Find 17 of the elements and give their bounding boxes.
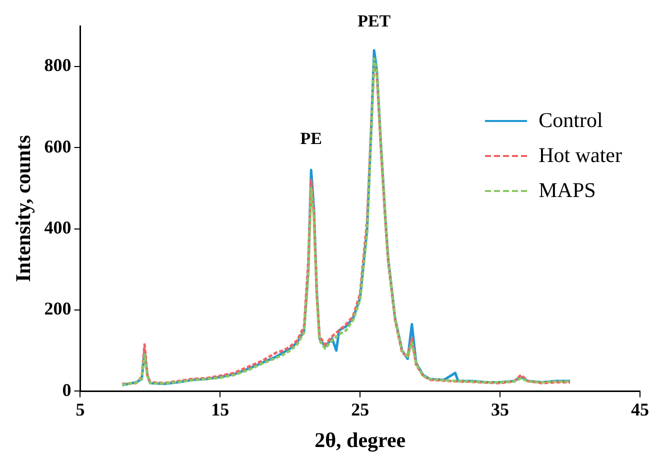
x-tick-label: 45 (631, 400, 649, 420)
legend-label: Hot water (538, 143, 622, 168)
annotation: PET (358, 11, 392, 30)
y-tick-label: 800 (44, 55, 72, 76)
legend-label: MAPS (538, 178, 596, 203)
x-tick-label: 25 (351, 400, 370, 420)
x-tick-label: 35 (491, 400, 510, 420)
legend-label: Control (538, 108, 603, 133)
y-axis-title: Intensity, counts (11, 135, 36, 282)
x-tick-label: 5 (76, 400, 85, 420)
y-tick-label: 200 (44, 298, 72, 319)
x-axis-title: 2θ, degree (314, 428, 406, 452)
x-tick-label: 15 (211, 400, 230, 420)
y-tick-label: 600 (44, 136, 72, 156)
y-tick-label: 400 (44, 218, 72, 238)
y-tick-label: 0 (62, 380, 72, 400)
annotation: PE (300, 128, 322, 148)
